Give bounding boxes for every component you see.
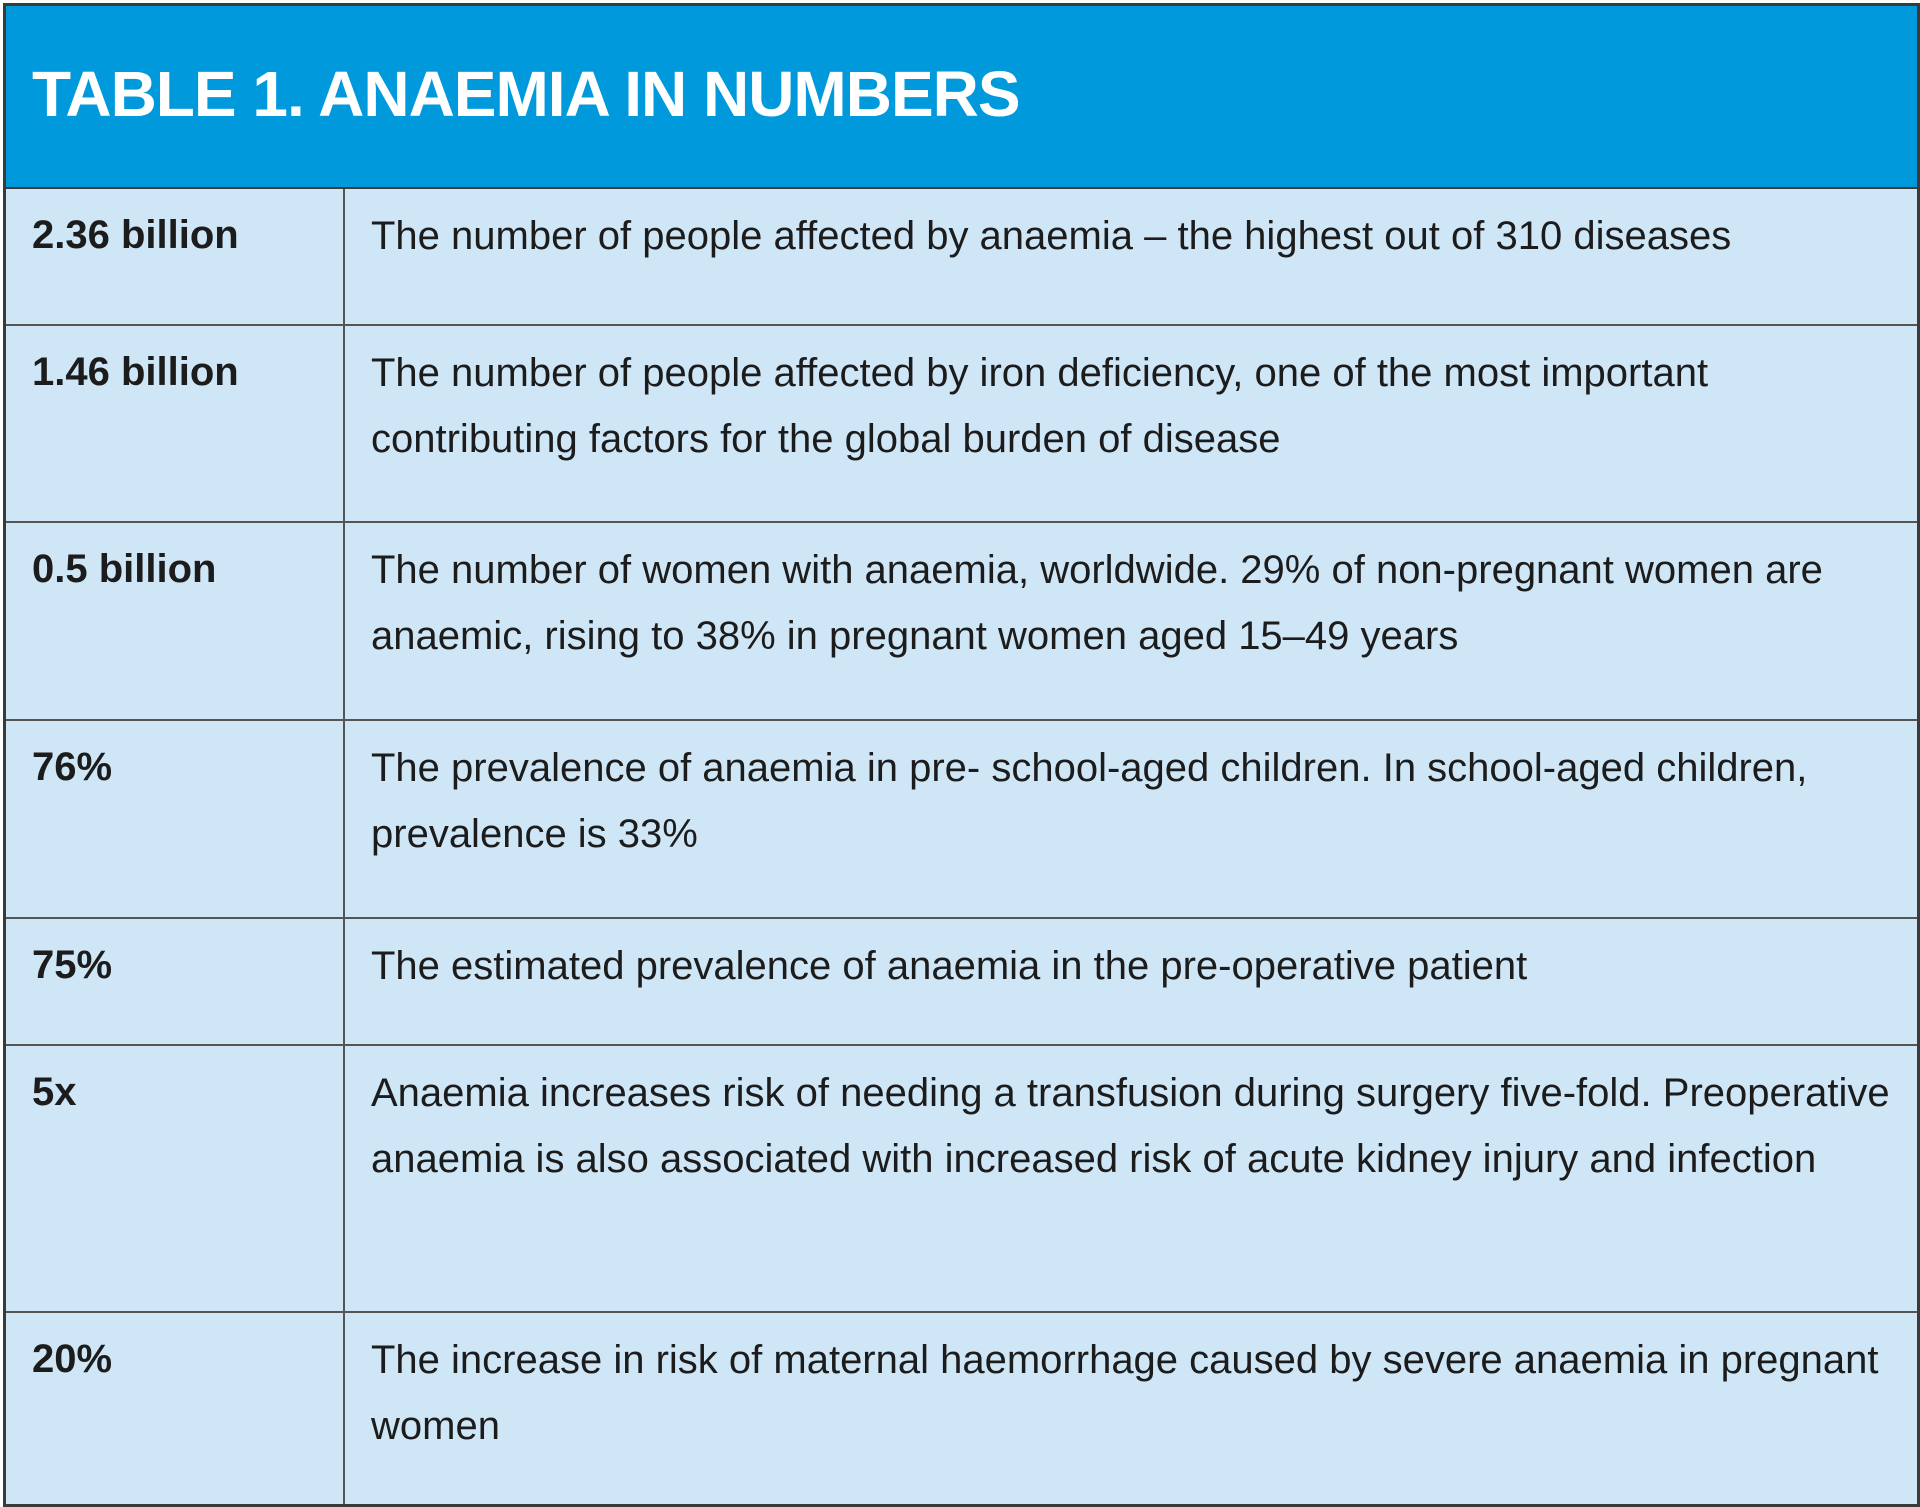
table-title: TABLE 1. ANAEMIA IN NUMBERS	[32, 57, 1021, 130]
stat-cell: 1.46 billion	[6, 326, 345, 521]
table-row: 75% The estimated prevalence of anaemia …	[6, 919, 1917, 1046]
description-cell: The number of people affected by anaemia…	[371, 214, 1732, 258]
table-row: 76% The prevalence of anaemia in pre- sc…	[6, 721, 1917, 919]
table-body: 2.36 billion The number of people affect…	[6, 189, 1917, 1504]
stat-cell: 0.5 billion	[6, 523, 345, 719]
stat-cell: 2.36 billion	[6, 189, 345, 324]
table-row: 0.5 billion The number of women with ana…	[6, 523, 1917, 721]
description-cell: The estimated prevalence of anaemia in t…	[371, 944, 1528, 988]
table-row: 1.46 billion The number of people affect…	[6, 326, 1917, 523]
table-row: 20% The increase in risk of maternal hae…	[6, 1313, 1917, 1504]
description-cell: The increase in risk of maternal haemorr…	[371, 1338, 1879, 1448]
table-row: 2.36 billion The number of people affect…	[6, 189, 1917, 326]
description-cell: Anaemia increases risk of needing a tran…	[371, 1071, 1890, 1181]
description-cell: The number of women with anaemia, worldw…	[371, 548, 1823, 658]
stat-cell: 20%	[6, 1313, 345, 1504]
stat-cell: 5x	[6, 1046, 345, 1311]
description-cell: The prevalence of anaemia in pre- school…	[371, 746, 1808, 856]
table-row: 5x Anaemia increases risk of needing a t…	[6, 1046, 1917, 1313]
anaemia-table: TABLE 1. ANAEMIA IN NUMBERS 2.36 billion…	[3, 3, 1920, 1507]
stat-cell: 75%	[6, 919, 345, 1044]
description-cell: The number of people affected by iron de…	[371, 351, 1709, 461]
table-header: TABLE 1. ANAEMIA IN NUMBERS	[6, 6, 1917, 189]
stat-cell: 76%	[6, 721, 345, 917]
